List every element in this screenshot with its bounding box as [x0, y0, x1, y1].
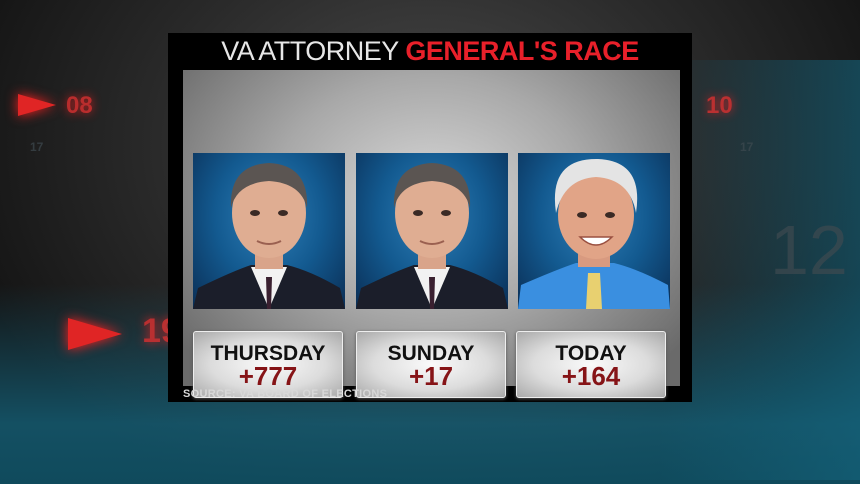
bg-number: 08: [66, 92, 93, 119]
card-margin: +17: [408, 361, 454, 391]
source-credit: SOURCE: VA BOARD OF ELECTIONS: [183, 388, 388, 400]
card-day: THURSDAY: [210, 342, 326, 365]
graphic-title: VA ATTORNEY GENERAL'S RACE: [168, 36, 692, 67]
title-part1: VA ATTORNEY: [221, 36, 399, 66]
content-area: THURSDAY +777 SUNDAY +17 TODAY +164: [183, 70, 680, 398]
play-arrow-icon: [68, 318, 122, 350]
margin-card: SUNDAY +17: [356, 331, 506, 398]
card-day: TODAY: [555, 342, 627, 365]
bg-number: 17: [30, 140, 44, 154]
bg-number: 17: [740, 140, 754, 154]
title-part2: GENERAL'S RACE: [405, 36, 639, 66]
candidate-photo: [356, 153, 508, 309]
card-margin: +164: [561, 361, 621, 391]
candidate-photo: [193, 153, 345, 309]
play-arrow-icon: [18, 94, 56, 116]
candidate-photo: [518, 153, 670, 309]
bg-number: 10: [706, 92, 733, 119]
margin-card: THURSDAY +777: [193, 331, 343, 398]
card-day: SUNDAY: [387, 342, 475, 365]
background-glow-right: [660, 60, 860, 480]
margin-card: TODAY +164: [516, 331, 666, 398]
card-margin: +777: [238, 361, 298, 391]
graphic-panel: VA ATTORNEY GENERAL'S RACE THURSDAY +777…: [168, 33, 692, 402]
bg-number: 12: [770, 211, 848, 289]
